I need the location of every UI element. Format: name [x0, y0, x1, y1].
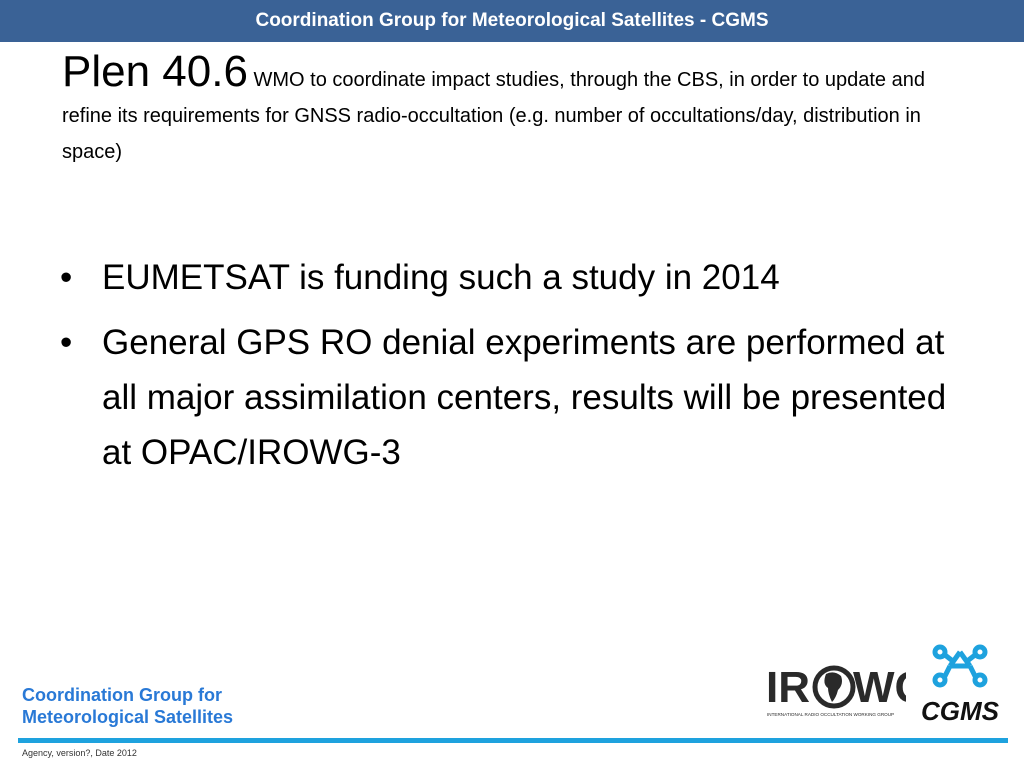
- bullet-icon: •: [60, 323, 73, 362]
- footer-org-line-1: Coordination Group for: [22, 685, 222, 705]
- header-bar: Coordination Group for Meteorological Sa…: [0, 0, 1024, 42]
- bullet-item: • EUMETSAT is funding such a study in 20…: [60, 250, 960, 305]
- bullet-icon: •: [60, 258, 73, 297]
- cgms-logo: CGMS: [921, 644, 1000, 726]
- footer-org-name: Coordination Group for Meteorological Sa…: [22, 684, 233, 728]
- bullet-text: General GPS RO denial experiments are pe…: [102, 323, 947, 472]
- cgms-satellite-icon: [932, 644, 988, 688]
- slide-title-number: Plen 40.6: [62, 47, 248, 96]
- footer-divider: [18, 738, 1008, 743]
- bullet-list: • EUMETSAT is funding such a study in 20…: [60, 250, 960, 490]
- slide-title-text: WMO to coordinate impact studies, throug…: [62, 69, 925, 163]
- bullet-text: EUMETSAT is funding such a study in 2014: [102, 258, 780, 297]
- footer-version-text: Agency, version?, Date 2012: [22, 748, 137, 758]
- slide-title: Plen 40.6 WMO to coordinate impact studi…: [62, 50, 962, 171]
- bullet-item: • General GPS RO denial experiments are …: [60, 315, 960, 480]
- irowg-logo-right: WG: [853, 663, 906, 712]
- header-title: Coordination Group for Meteorological Sa…: [255, 10, 769, 31]
- cgms-logo-text: CGMS: [921, 696, 1000, 726]
- irowg-logo: IR WG INTERNATIONAL RADIO OCCULTATION WO…: [766, 663, 906, 717]
- footer-org-line-2: Meteorological Satellites: [22, 707, 234, 727]
- irowg-logo-subtitle: INTERNATIONAL RADIO OCCULTATION WORKING …: [767, 712, 894, 717]
- irowg-logo-left: IR: [766, 663, 810, 712]
